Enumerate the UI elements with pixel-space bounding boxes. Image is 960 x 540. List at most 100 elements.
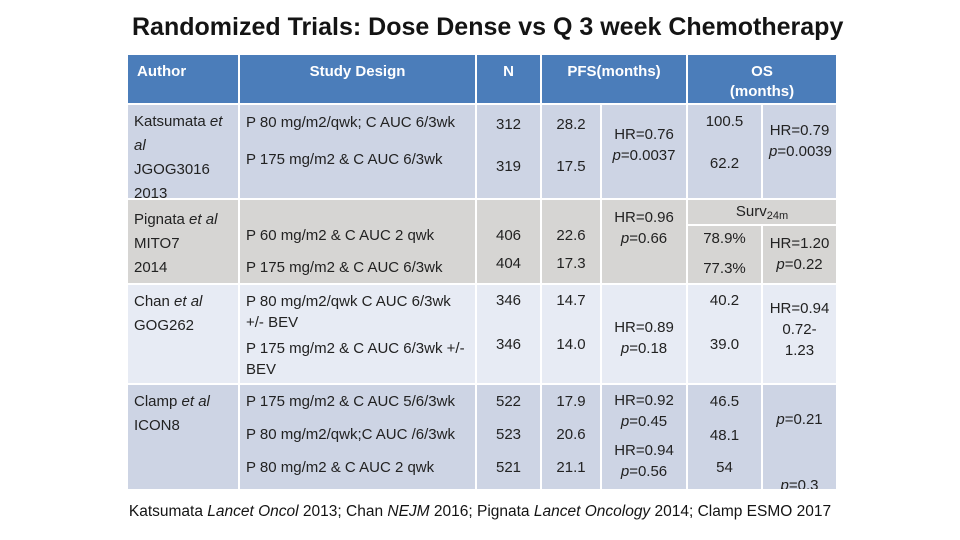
ci-value: 0.72-1.23 <box>782 321 817 359</box>
design-cell: P 175 mg/m2 & C AUC 5/6/3wk P 80 mg/m2/q… <box>240 385 475 489</box>
os-hr-cell: HR=0.94 0.72-1.23 <box>763 285 836 383</box>
pfs-value: 14.0 <box>556 336 586 353</box>
n-value: 522 <box>495 393 522 410</box>
hr-value: HR=0.76 <box>614 126 674 143</box>
author-cell: Chan et al GOG262 <box>128 285 238 383</box>
p-value: p=0.3 <box>780 477 819 489</box>
study-arm: P 80 mg/m2/qwk;C AUC /6/3wk <box>246 426 455 443</box>
study-arm: P 80 mg/m2/qwk; C AUC 6/3wk <box>246 114 455 131</box>
hr-value: HR=0.92 <box>614 392 674 409</box>
pfs-cell: 14.7 14.0 <box>542 285 600 383</box>
hr-value: HR=0.94 <box>614 442 674 459</box>
citation-footer: Katsumata Lancet Oncol 2013; Chan NEJM 2… <box>128 503 832 520</box>
pfs-hr-cell: HR=0.76 p=0.0037 <box>602 105 686 198</box>
n-cell: 406 404 <box>477 200 540 283</box>
n-value: 346 <box>495 292 522 309</box>
n-value: 404 <box>495 255 522 272</box>
trial-author: Pignata et al <box>134 211 218 228</box>
os-value: 48.1 <box>709 427 740 444</box>
p-value: p=0.66 <box>620 230 668 247</box>
trial-id: MITO7 <box>134 235 180 252</box>
hr-value: HR=0.94 <box>769 300 830 317</box>
p-value: p=0.22 <box>776 256 823 273</box>
p-value: p=0.45 <box>620 413 668 430</box>
trial-author: Katsumata et al <box>134 113 223 154</box>
os-value: 62.2 <box>709 155 740 172</box>
os-hr-cell: HR=0.79 p=0.0039 <box>763 105 836 198</box>
study-arm: P 175 mg/m2 & C AUC 6/3wk <box>246 259 443 276</box>
hr-value: HR=0.96 <box>614 209 674 226</box>
os-value: 78.9% <box>703 230 746 247</box>
header-study-design: Study Design <box>240 55 475 103</box>
pfs-value: 28.2 <box>556 116 586 133</box>
pfs-value: 21.1 <box>556 459 586 476</box>
os-value: 54 <box>716 459 733 476</box>
n-value: 521 <box>495 459 522 476</box>
p-value: p=0.0039 <box>769 143 832 160</box>
header-os-line2: (months) <box>729 83 795 100</box>
study-arm: P 175 mg/m2 & C AUC 5/6/3wk <box>246 393 455 410</box>
trial-year: 2013 <box>134 185 168 198</box>
p-value: p=0.0037 <box>612 147 676 164</box>
os-value: 100.5 <box>705 113 744 130</box>
pfs-cell: 17.9 20.6 21.1 <box>542 385 600 489</box>
pfs-value: 22.6 <box>556 227 586 244</box>
os-cell: 46.5 48.1 54 <box>688 385 761 489</box>
pfs-hr-cell: HR=0.96 p=0.66 <box>602 200 686 283</box>
trial-id: ICON8 <box>134 417 180 434</box>
os-value: 77.3% <box>703 260 746 277</box>
hr-value: HR=0.89 <box>614 319 674 336</box>
header-pfs: PFS(months) <box>542 55 686 103</box>
n-value: 406 <box>495 227 522 244</box>
pfs-value: 14.7 <box>556 292 586 309</box>
pfs-value: 17.9 <box>556 393 586 410</box>
pfs-value: 20.6 <box>556 426 586 443</box>
n-value: 523 <box>495 426 522 443</box>
study-arm: P 60 mg/m2 & C AUC 2 qwk <box>246 227 435 244</box>
header-os: OS (months) <box>688 55 836 103</box>
pfs-hr-cell: HR=0.92 p=0.45 HR=0.94 p=0.56 <box>602 385 686 489</box>
trial-author: Chan et al <box>134 293 203 310</box>
header-os-line1: OS <box>751 63 773 80</box>
pfs-value: 17.5 <box>556 158 586 175</box>
trial-id: JGOG3016 <box>134 161 210 178</box>
hr-value: HR=1.20 <box>769 235 830 252</box>
author-cell: Clamp et al ICON8 <box>128 385 238 489</box>
surv-24m-header: Surv24m <box>688 200 836 224</box>
study-arm: P 80 mg/m2/qwk C AUC 6/3wk +/- BEV <box>246 293 451 331</box>
study-arm: P 80 mg/m2 & C AUC 2 qwk <box>246 459 435 476</box>
n-cell: 312 319 <box>477 105 540 198</box>
design-cell: P 60 mg/m2 & C AUC 2 qwk P 175 mg/m2 & C… <box>240 200 475 283</box>
trial-author: Clamp et al <box>134 393 210 410</box>
n-value: 346 <box>495 336 522 353</box>
n-value: 319 <box>495 158 522 175</box>
header-author: Author <box>128 55 238 103</box>
os-value: 39.0 <box>709 336 740 353</box>
os-cell: 40.2 39.0 <box>688 285 761 383</box>
os-value: 46.5 <box>709 393 740 410</box>
os-hr-cell: p=0.21 p=0.3 <box>763 385 836 489</box>
os-cell: 78.9% 77.3% <box>688 226 761 283</box>
author-cell: Katsumata et al JGOG3016 2013 <box>128 105 238 198</box>
os-value: 40.2 <box>709 292 740 309</box>
study-arm: P 175 mg/m2 & C AUC 6/3wk +/- BEV <box>246 340 465 378</box>
design-cell: P 80 mg/m2/qwk; C AUC 6/3wk P 175 mg/m2 … <box>240 105 475 198</box>
design-cell: P 80 mg/m2/qwk C AUC 6/3wk +/- BEV P 175… <box>240 285 475 383</box>
pfs-hr-cell: HR=0.89 p=0.18 <box>602 285 686 383</box>
study-arm: P 175 mg/m2 & C AUC 6/3wk <box>246 151 443 168</box>
header-n: N <box>477 55 540 103</box>
trial-id: GOG262 <box>134 317 195 334</box>
os-hr-cell: HR=1.20 p=0.22 <box>763 226 836 283</box>
n-cell: 346 346 <box>477 285 540 383</box>
pfs-cell: 22.6 17.3 <box>542 200 600 283</box>
p-value: p=0.21 <box>776 411 823 428</box>
n-value: 312 <box>495 116 522 133</box>
slide-title: Randomized Trials: Dose Dense vs Q 3 wee… <box>132 13 844 41</box>
trial-year: 2014 <box>134 259 168 276</box>
os-surv-group: Surv24m 78.9% 77.3% HR=1.20 p=0.22 <box>688 200 836 283</box>
n-cell: 522 523 521 <box>477 385 540 489</box>
author-cell: Pignata et al MITO7 2014 <box>128 200 238 283</box>
pfs-cell: 28.2 17.5 <box>542 105 600 198</box>
p-value: p=0.18 <box>620 340 668 357</box>
